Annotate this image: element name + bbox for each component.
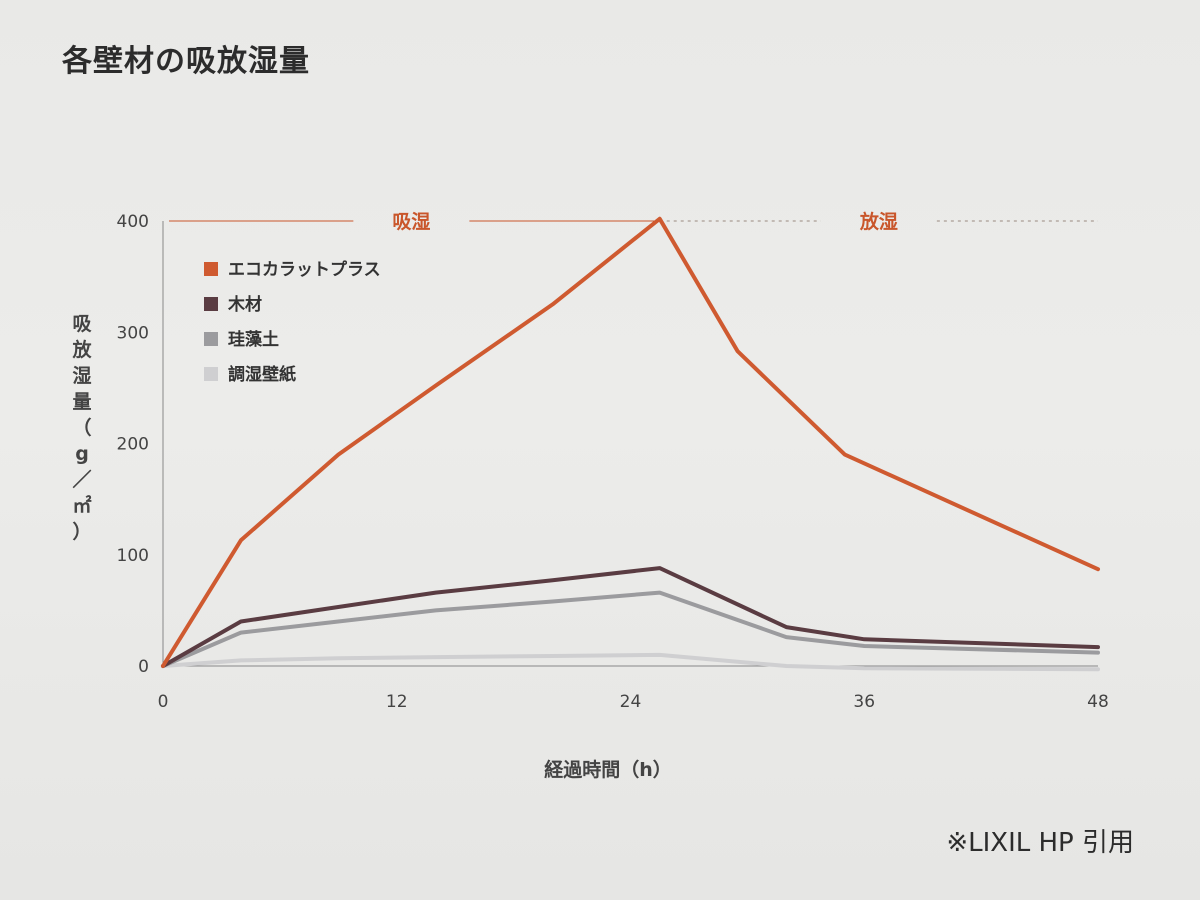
series-line <box>161 590 1100 668</box>
y-tick-label: 0 <box>138 657 149 677</box>
y-axis-label: 吸放湿量 （ g ／ ㎡ ） <box>71 313 92 543</box>
x-tick-label: 48 <box>1087 692 1109 712</box>
x-tick-label: 12 <box>386 692 408 712</box>
y-axis-label-char: 量 <box>72 391 91 413</box>
x-tick-label: 36 <box>853 692 875 712</box>
y-axis-label-char: g <box>75 443 89 465</box>
y-tick-label: 200 <box>117 435 149 455</box>
y-axis-label-char: （ <box>72 416 91 439</box>
y-axis-label-char: ／ <box>72 468 91 491</box>
y-axis-label-char: 吸 <box>72 313 92 335</box>
source-credit: ※LIXIL HP 引用 <box>946 828 1134 858</box>
phase-label: 放湿 <box>859 210 898 233</box>
series-line <box>161 566 1100 668</box>
legend-swatch <box>204 262 218 276</box>
series-line <box>161 652 1100 672</box>
y-tick-label: 400 <box>117 212 149 232</box>
legend-label: 木材 <box>227 294 262 315</box>
page-title: 各壁材の吸放湿量 <box>62 44 310 79</box>
x-axis-label: 経過時間（h） <box>544 758 672 781</box>
legend-label: 調湿壁紙 <box>228 364 296 385</box>
legend-swatch <box>204 367 218 381</box>
x-tick-label: 24 <box>620 692 642 712</box>
y-axis-label-char: ） <box>72 520 91 543</box>
y-tick-label: 100 <box>117 546 149 566</box>
legend-swatch <box>204 297 218 311</box>
phase-label: 吸湿 <box>392 211 430 233</box>
y-axis-label-char: 湿 <box>72 365 91 387</box>
phase-annotations: 吸湿 放湿 <box>169 210 1098 233</box>
y-tick-label: 300 <box>117 323 149 343</box>
y-axis-label-char: 放 <box>71 338 92 361</box>
legend-label: 珪藻土 <box>228 329 279 350</box>
y-axis-label-char: ㎡ <box>72 494 91 517</box>
legend-label: エコカラットプラス <box>228 259 381 280</box>
series-line <box>161 216 1100 668</box>
x-tick-label: 0 <box>158 692 169 712</box>
legend-swatch <box>204 332 218 346</box>
series-lines <box>161 216 1100 672</box>
